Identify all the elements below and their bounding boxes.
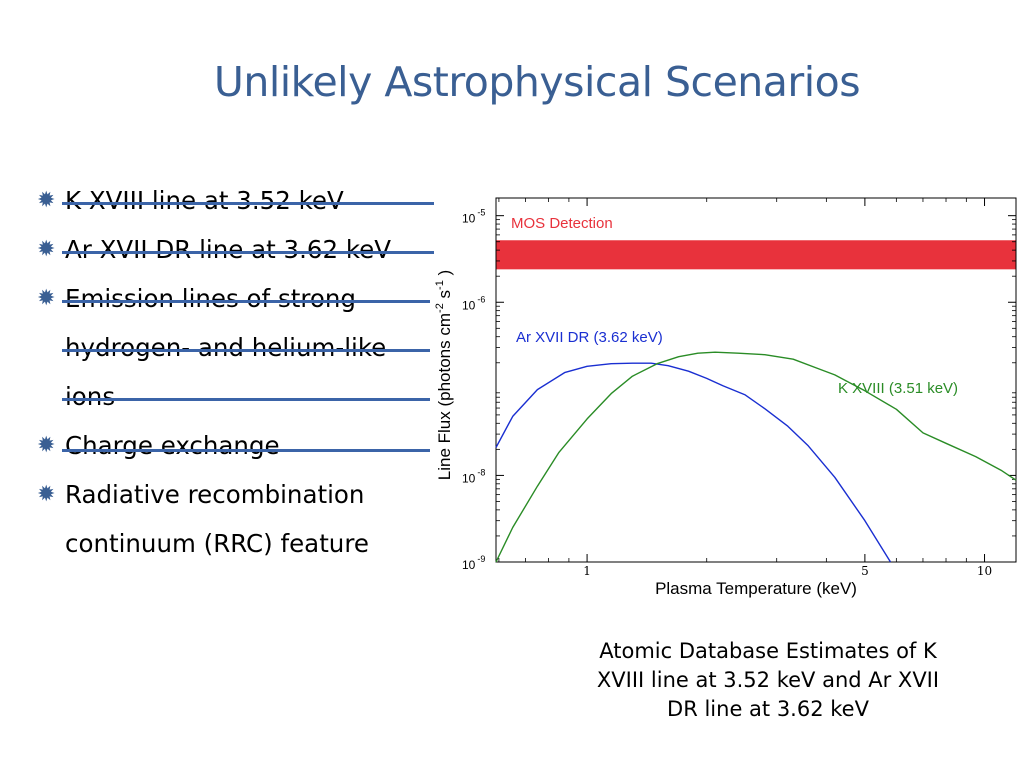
k-xviii-curve-label: K XVIII (3.51 keV) — [838, 380, 958, 397]
x-tick-label: 1 — [583, 564, 591, 578]
strike-line — [62, 449, 430, 452]
strike-line — [62, 300, 430, 303]
x-axis-label: Plasma Temperature (keV) — [655, 579, 857, 598]
caption-line: Atomic Database Estimates of K — [599, 639, 937, 663]
plot-frame — [495, 197, 1017, 563]
mos-detection-band — [496, 240, 1016, 270]
strike-line — [62, 251, 434, 254]
caption-line: DR line at 3.62 keV — [667, 697, 869, 721]
y-axis-label-exp1: -2 — [434, 303, 446, 313]
y-tick-base: 10 — [462, 212, 476, 226]
strike-line — [62, 349, 430, 352]
x-tick-label: 10 — [977, 564, 992, 578]
bullet-text-line: Ar XVII DR line at 3.62 keV — [65, 235, 391, 264]
y-axis-label: Line Flux (photons cm-2 s-1 ) — [434, 270, 454, 480]
bullet-text-line: ions — [65, 382, 116, 411]
bullet-text-line: hydrogen- and helium-like — [65, 333, 387, 362]
starburst-icon: ✹ — [37, 433, 56, 458]
bullet-text-line: Radiative recombination — [65, 480, 365, 509]
y-tick-exp: -5 — [477, 208, 485, 218]
y-tick-label: 10 -8 — [462, 467, 485, 485]
starburst-icon: ✹ — [37, 237, 56, 262]
bullet-text-line: continuum (RRC) feature — [65, 529, 369, 558]
bullet-item: ✹ K XVIII line at 3.52 keV — [35, 176, 455, 225]
bullet-item: ✹ Charge exchange — [35, 421, 455, 470]
y-tick-label: 10 -5 — [462, 208, 485, 226]
caption-line: XVIII line at 3.52 keV and Ar XVII — [596, 668, 940, 692]
y-tick-base: 10 — [462, 298, 476, 312]
y-axis-label-exp2: -1 — [434, 280, 446, 290]
starburst-icon: ✹ — [37, 286, 56, 311]
y-tick-base: 10 — [462, 558, 476, 572]
bullet-item: ✹ Emission lines of strong hydrogen- and h… — [35, 274, 455, 421]
y-tick-base: 10 — [462, 471, 476, 485]
y-axis-label-s: s — [435, 290, 454, 303]
mos-detection-label: MOS Detection — [511, 215, 613, 232]
y-axis-label-end: ) — [435, 270, 454, 280]
ar-xvii-dr-curve-label: Ar XVII DR (3.62 keV) — [516, 329, 663, 346]
starburst-icon: ✹ — [37, 482, 56, 507]
x-tick-label: 5 — [861, 564, 869, 578]
flux-chart: MOS Detection 10 -510 -610 -810 -91 5 10 Ar XV… — [434, 197, 1017, 598]
bullet-text-line: Charge exchange — [65, 431, 280, 460]
ar-xvii-dr-curve — [495, 362, 892, 563]
y-tick-label: 10 -6 — [462, 294, 485, 312]
bullet-text-line: Emission lines of strong — [65, 284, 356, 313]
bullet-item: ✹ Radiative recombination continuum (RRC) … — [35, 470, 455, 568]
y-tick-exp: -8 — [477, 467, 485, 477]
chart-caption: Atomic Database Estimates of K XVIII line… — [558, 637, 978, 724]
y-tick-exp: -6 — [477, 294, 485, 304]
slide-title: Unlikely Astrophysical Scenarios — [213, 58, 861, 106]
strike-line — [62, 398, 430, 401]
y-axis-label-main: Line Flux (photons cm — [435, 313, 454, 480]
k-xviii-curve — [495, 351, 1017, 563]
bullet-item: ✹ Ar XVII DR line at 3.62 keV — [35, 225, 455, 274]
y-tick-label: 10 -9 — [462, 554, 485, 572]
bullet-list: ✹ K XVIII line at 3.52 keV ✹ Ar XVII DR lin… — [35, 176, 455, 568]
bullet-text-line: K XVIII line at 3.52 keV — [65, 186, 344, 215]
strike-line — [62, 202, 434, 205]
y-tick-exp: -9 — [477, 554, 485, 564]
starburst-icon: ✹ — [37, 188, 56, 213]
